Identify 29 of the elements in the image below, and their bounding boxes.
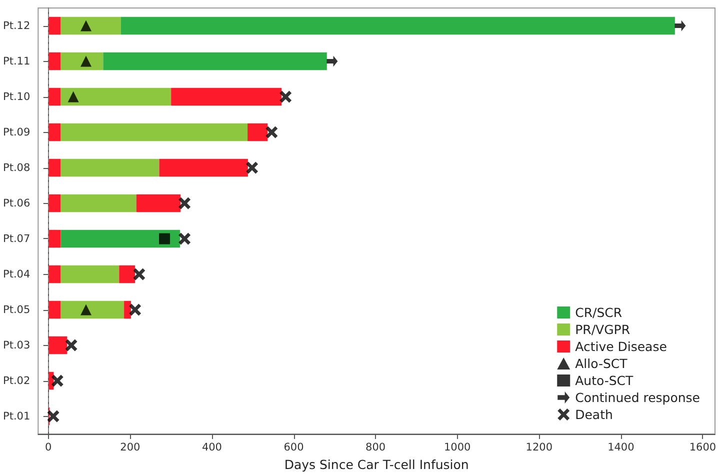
y-tick-label: Pt.03 — [2, 339, 30, 352]
legend-label: Death — [575, 407, 613, 422]
y-tick-label: Pt.06 — [2, 197, 30, 210]
x-tick-label: 1200 — [526, 442, 553, 454]
x-tick-label: 1600 — [689, 442, 716, 454]
y-tick-label: Pt.07 — [2, 232, 30, 245]
legend-label: Auto-SCT — [575, 373, 634, 388]
y-tick-label: Pt.01 — [2, 410, 30, 422]
x-tick-label: 1400 — [608, 442, 634, 454]
y-tick-label: Pt.09 — [2, 126, 30, 138]
y-tick-label: Pt.05 — [2, 304, 30, 316]
x-axis-title: Days Since Car T-cell Infusion — [284, 457, 469, 472]
x-tick-label: 0 — [45, 442, 52, 454]
legend-label: Allo-SCT — [575, 356, 628, 371]
y-tick-label: Pt.10 — [2, 90, 30, 103]
y-tick-label: Pt.11 — [2, 55, 30, 68]
legend-label: PR/VGPR — [575, 322, 630, 337]
x-tick-label: 1000 — [444, 442, 471, 454]
y-tick-label: Pt.08 — [2, 162, 30, 174]
y-tick-label: Pt.02 — [2, 374, 30, 387]
y-tick-label: Pt.04 — [2, 268, 30, 280]
x-tick-label: 600 — [284, 442, 304, 454]
y-tick-label: Pt.12 — [2, 20, 30, 32]
x-tick-label: 400 — [202, 442, 222, 454]
legend-label: CR/SCR — [575, 305, 622, 320]
x-tick-label: 200 — [120, 442, 140, 454]
x-tick-label: 800 — [366, 442, 386, 454]
legend-label: Continued response — [575, 390, 700, 405]
legend-label: Active Disease — [575, 339, 668, 354]
